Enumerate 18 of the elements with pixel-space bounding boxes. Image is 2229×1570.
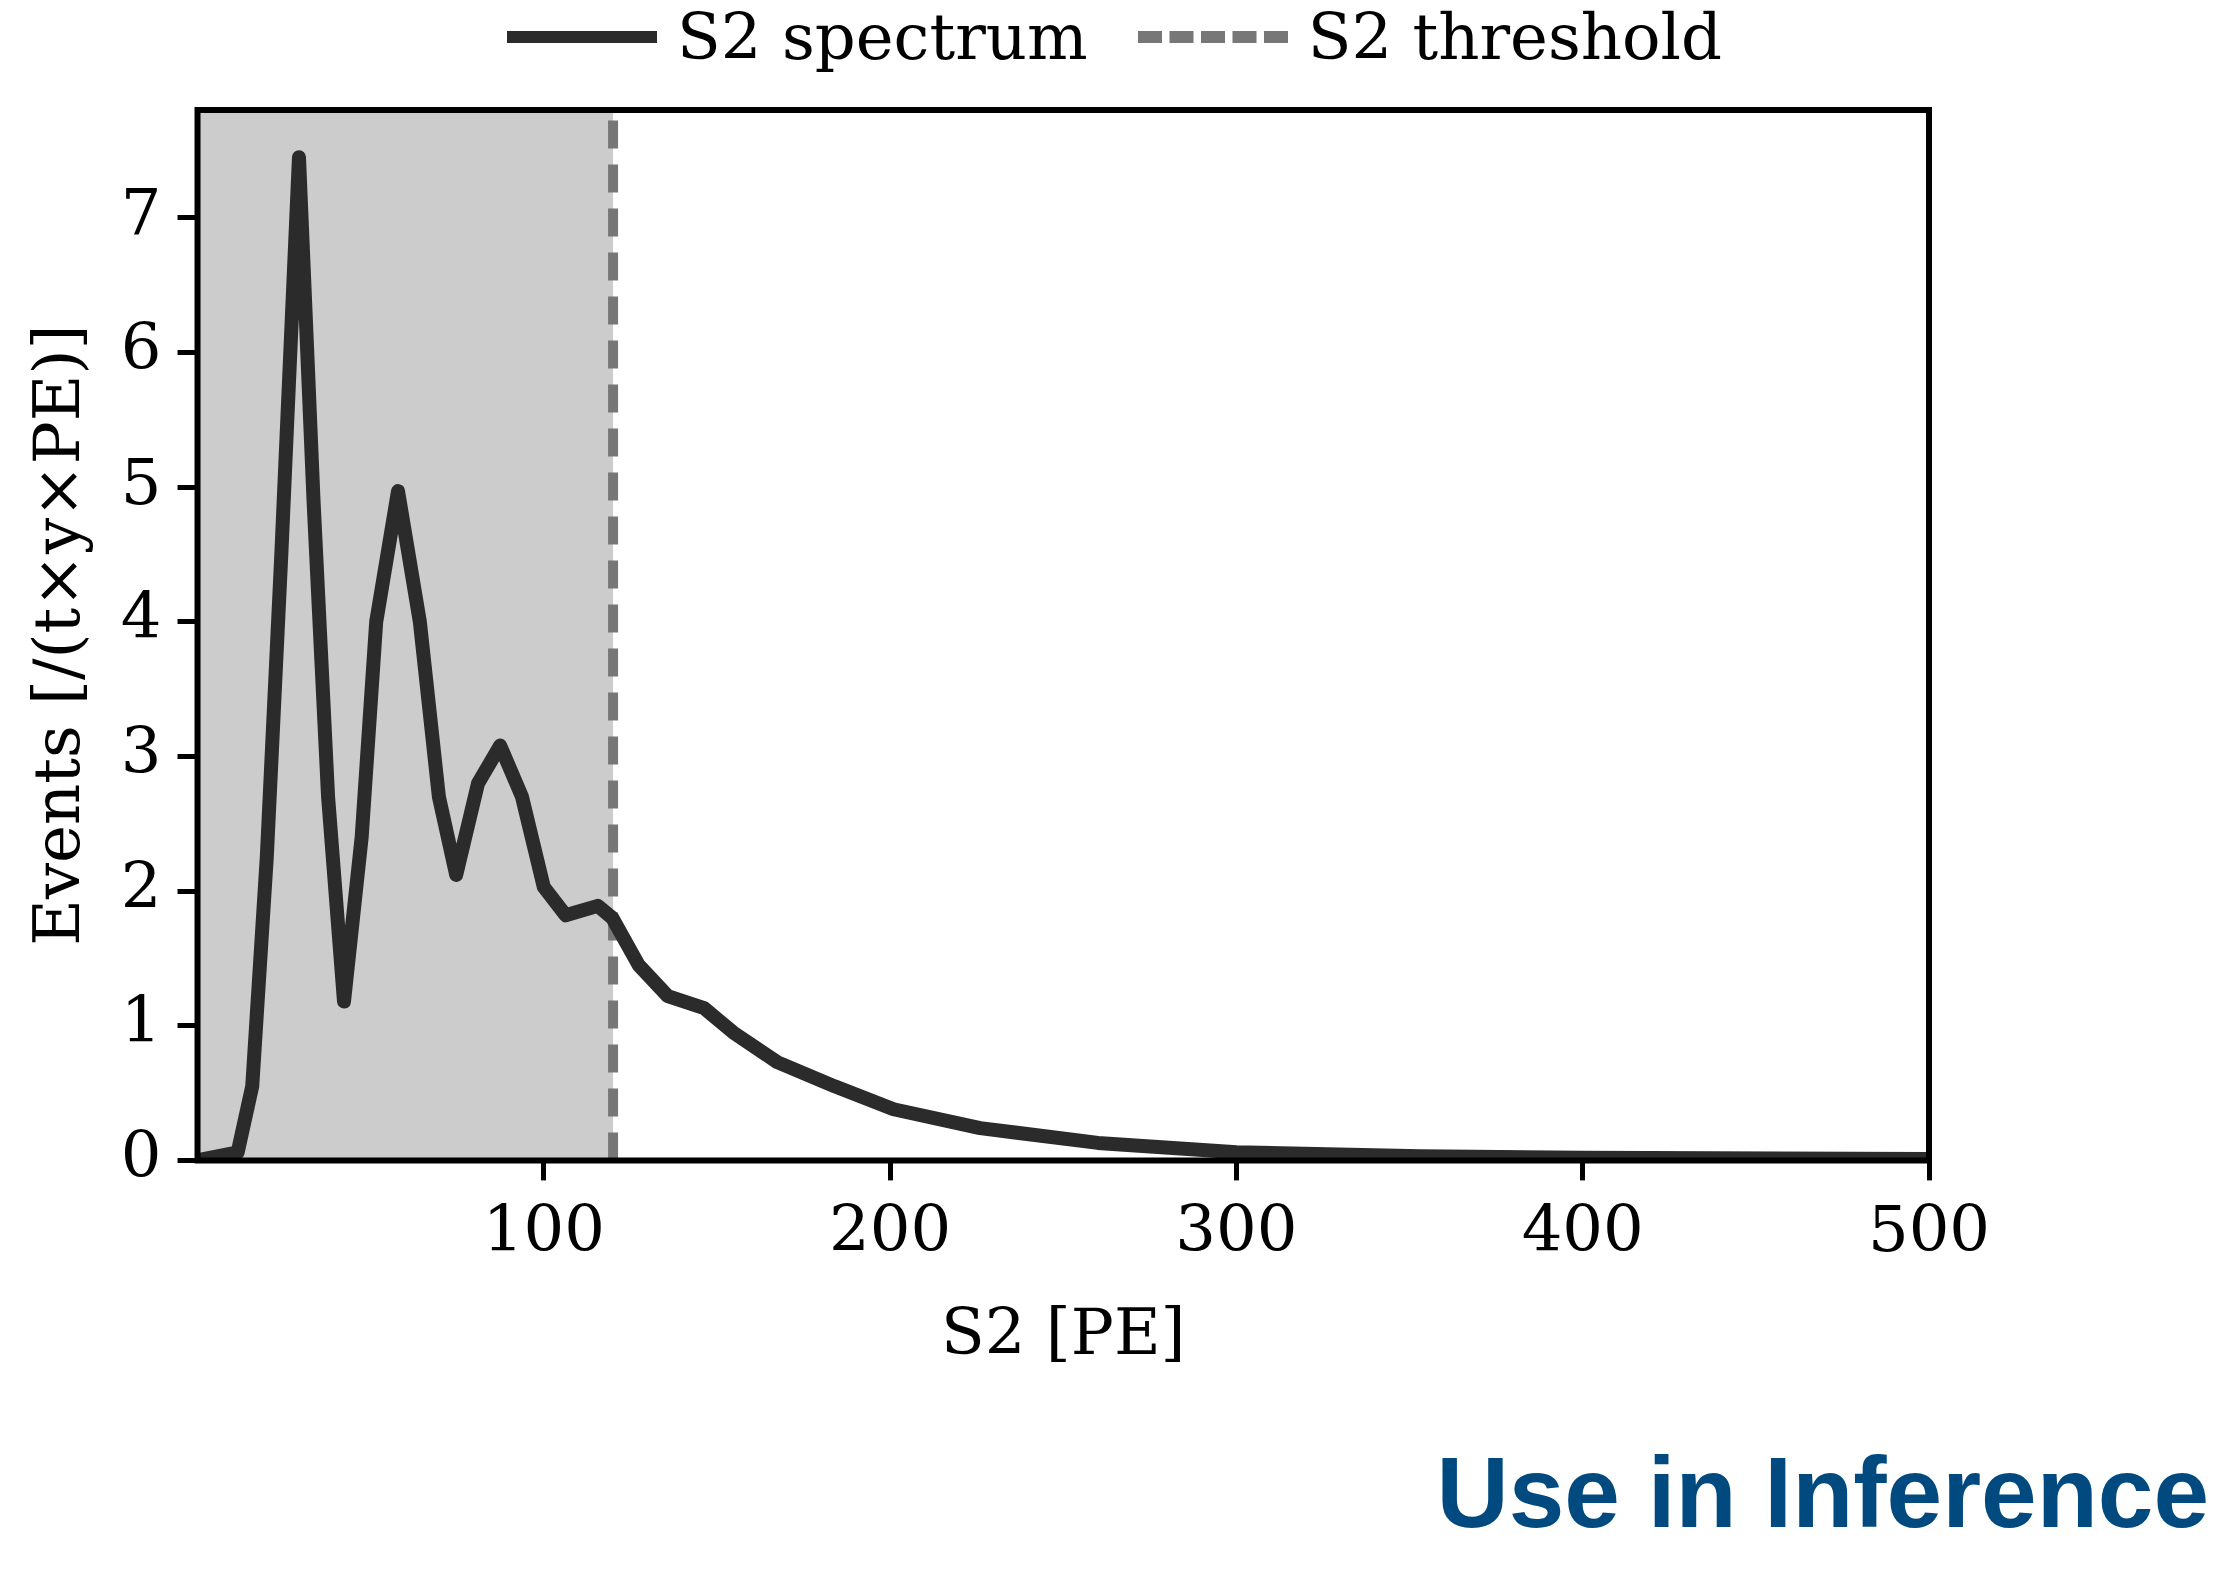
x-tick-label: 500 bbox=[1867, 1192, 1991, 1267]
text: Use in Inference bbox=[1436, 1435, 2209, 1550]
y-tick-label: 1 bbox=[120, 983, 162, 1058]
y-tick-label: 0 bbox=[120, 1118, 162, 1193]
y-tick-label: 6 bbox=[120, 310, 162, 385]
x-tick-label: 100 bbox=[482, 1192, 605, 1267]
x-tick-label: 400 bbox=[1521, 1192, 1644, 1267]
x-tick-label: 200 bbox=[829, 1192, 952, 1267]
y-tick-label: 2 bbox=[120, 848, 162, 923]
y-tick-label: 5 bbox=[120, 444, 162, 519]
y-tick-label: 3 bbox=[120, 714, 162, 789]
legend-label: S2 threshold bbox=[1307, 0, 1722, 74]
y-tick-label: 4 bbox=[120, 579, 162, 654]
x-tick-label: 300 bbox=[1175, 1192, 1298, 1267]
x-axis-title: S2 [PE] bbox=[940, 1295, 1186, 1370]
y-axis-title: Events [/(t×y×PE)] bbox=[20, 324, 95, 946]
y-tick-label: 7 bbox=[120, 175, 162, 250]
legend-label: S2 spectrum bbox=[677, 0, 1088, 74]
